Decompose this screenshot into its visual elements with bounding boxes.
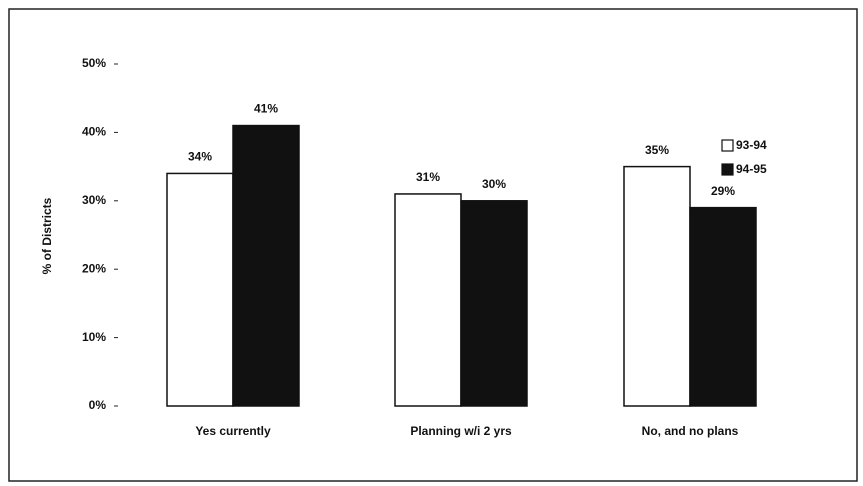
bar <box>232 124 300 407</box>
y-tick-label: 40% <box>82 125 106 139</box>
value-label: 31% <box>416 170 440 184</box>
y-tick-label: 10% <box>82 330 106 344</box>
value-label: 41% <box>254 102 278 116</box>
legend-label: 94-95 <box>736 162 767 176</box>
y-axis-label: % of Districts <box>40 197 54 274</box>
value-label: 30% <box>482 177 506 191</box>
bar <box>394 193 462 407</box>
bar <box>689 206 757 407</box>
bar <box>166 172 234 407</box>
legend-label: 93-94 <box>736 138 767 152</box>
x-tick-label: Planning w/i 2 yrs <box>410 424 512 438</box>
value-label: 29% <box>711 184 735 198</box>
y-tick-label: 20% <box>82 261 106 275</box>
y-tick-label: 30% <box>82 193 106 207</box>
bar <box>623 165 691 407</box>
frame <box>8 8 858 482</box>
y-tick-label: 0% <box>89 398 107 412</box>
value-label: 35% <box>645 143 669 157</box>
y-tick-label: 50% <box>82 56 106 70</box>
legend-swatch <box>721 139 734 152</box>
value-label: 34% <box>188 150 212 164</box>
legend-swatch <box>721 163 734 176</box>
x-tick-label: No, and no plans <box>642 424 739 438</box>
x-tick-label: Yes currently <box>195 424 271 438</box>
bar <box>460 200 528 407</box>
